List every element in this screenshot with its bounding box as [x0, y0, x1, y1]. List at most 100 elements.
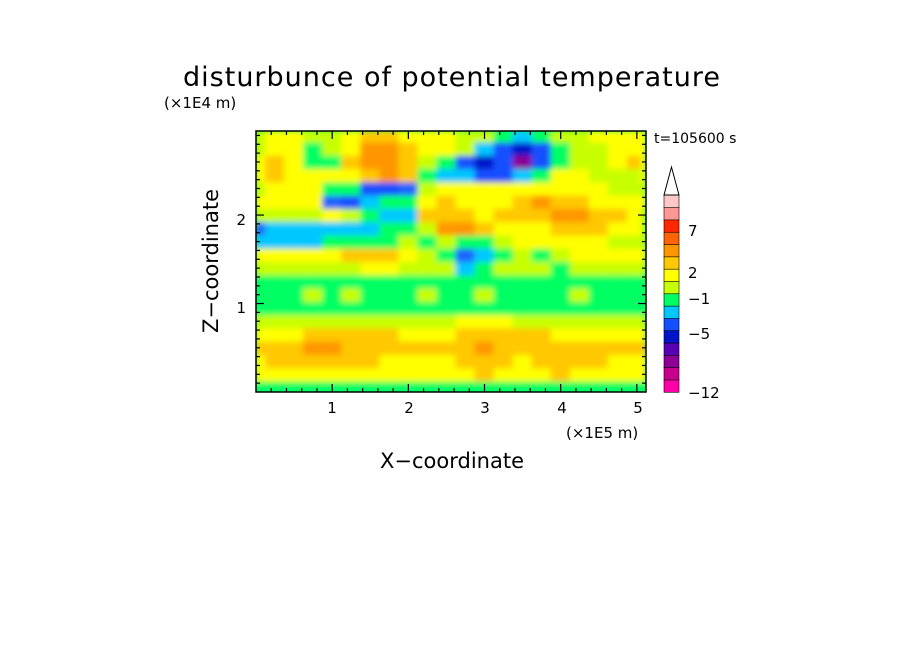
field-cell	[607, 327, 628, 342]
field-cell	[626, 367, 642, 382]
field-cell	[588, 327, 609, 342]
field-cell	[265, 353, 286, 369]
field-cell	[436, 207, 457, 223]
field-cell	[379, 247, 400, 262]
field-cell	[626, 340, 642, 355]
field-cell	[531, 353, 552, 369]
field-cell	[474, 194, 495, 209]
field-cell	[417, 314, 438, 329]
field-cell	[284, 380, 305, 392]
field-cell	[607, 380, 628, 392]
field-cell	[455, 300, 476, 316]
field-cell	[284, 194, 305, 209]
field-cell	[398, 234, 419, 249]
field-cell	[550, 340, 571, 355]
field-cell	[417, 194, 438, 209]
field-cell	[626, 274, 642, 289]
field-cell	[417, 221, 438, 236]
field-cell	[512, 327, 533, 342]
field-cell	[550, 168, 571, 183]
field-cell	[265, 221, 286, 236]
field-cell	[265, 327, 286, 342]
y-tick-label-2: 2	[236, 211, 246, 229]
field-cell	[322, 340, 343, 355]
y-axis-label: Z−coordinate	[199, 189, 223, 333]
field-cell	[493, 207, 514, 223]
field-cell	[379, 340, 400, 355]
field-cell	[265, 194, 286, 209]
field-cell	[607, 287, 628, 302]
field-cell	[626, 261, 642, 276]
field-cell	[379, 367, 400, 382]
field-cell	[322, 221, 343, 236]
field-cell	[588, 194, 609, 209]
colorbar-swatch	[663, 243, 680, 258]
field-cell	[512, 141, 533, 156]
field-cell	[398, 274, 419, 289]
field-cell	[455, 353, 476, 369]
field-cell	[626, 181, 642, 196]
field-cell	[512, 367, 533, 382]
field-cell	[455, 287, 476, 302]
field-cell	[322, 300, 343, 316]
field-cell	[265, 274, 286, 289]
field-cell	[531, 274, 552, 289]
field-cell	[550, 314, 571, 329]
colorbar-label-minus1: −1	[688, 290, 710, 308]
field-cell	[284, 300, 305, 316]
field-cell	[626, 247, 642, 262]
field-cell	[303, 300, 324, 316]
field-cell	[436, 287, 457, 302]
field-cell	[512, 168, 533, 183]
field-cell	[607, 314, 628, 329]
field-cell	[417, 380, 438, 392]
field-cell	[303, 353, 324, 369]
field-cell	[256, 287, 267, 302]
field-cell	[569, 207, 590, 223]
field-cell	[607, 340, 628, 355]
field-cell	[284, 221, 305, 236]
field-cell	[322, 287, 343, 302]
field-cell	[341, 367, 362, 382]
colorbar-swatch	[663, 256, 680, 270]
field-cell	[436, 300, 457, 316]
field-cell	[256, 261, 267, 276]
field-cell	[436, 353, 457, 369]
field-cell	[322, 234, 343, 249]
field-cell	[379, 287, 400, 302]
chart-title: disturbunce of potential temperature	[183, 62, 721, 93]
field-cell	[455, 327, 476, 342]
field-cell	[626, 194, 642, 209]
colorbar-label-minus5: −5	[688, 325, 710, 343]
field-cell	[398, 261, 419, 276]
field-cell	[398, 314, 419, 329]
field-cell	[474, 154, 495, 170]
contour-field	[256, 131, 646, 392]
field-cell	[379, 141, 400, 156]
field-cell	[436, 234, 457, 249]
field-cell	[417, 353, 438, 369]
field-cell	[455, 221, 476, 236]
field-cell	[455, 340, 476, 355]
time-label: t=105600 s	[654, 131, 736, 147]
colorbar-swatch	[663, 268, 680, 282]
field-cell	[379, 261, 400, 276]
field-cell	[550, 234, 571, 249]
field-cell	[569, 380, 590, 392]
field-cell	[303, 234, 324, 249]
field-cell	[256, 274, 267, 289]
field-cell	[379, 353, 400, 369]
field-cell	[284, 247, 305, 262]
field-cell	[607, 274, 628, 289]
field-cell	[303, 194, 324, 209]
field-cell	[303, 221, 324, 236]
field-cell	[284, 314, 305, 329]
field-cell	[626, 168, 642, 183]
field-cell	[474, 221, 495, 236]
field-cell	[417, 261, 438, 276]
field-cell	[626, 221, 642, 236]
field-cell	[284, 154, 305, 170]
field-cell	[256, 234, 267, 249]
field-cell	[607, 353, 628, 369]
